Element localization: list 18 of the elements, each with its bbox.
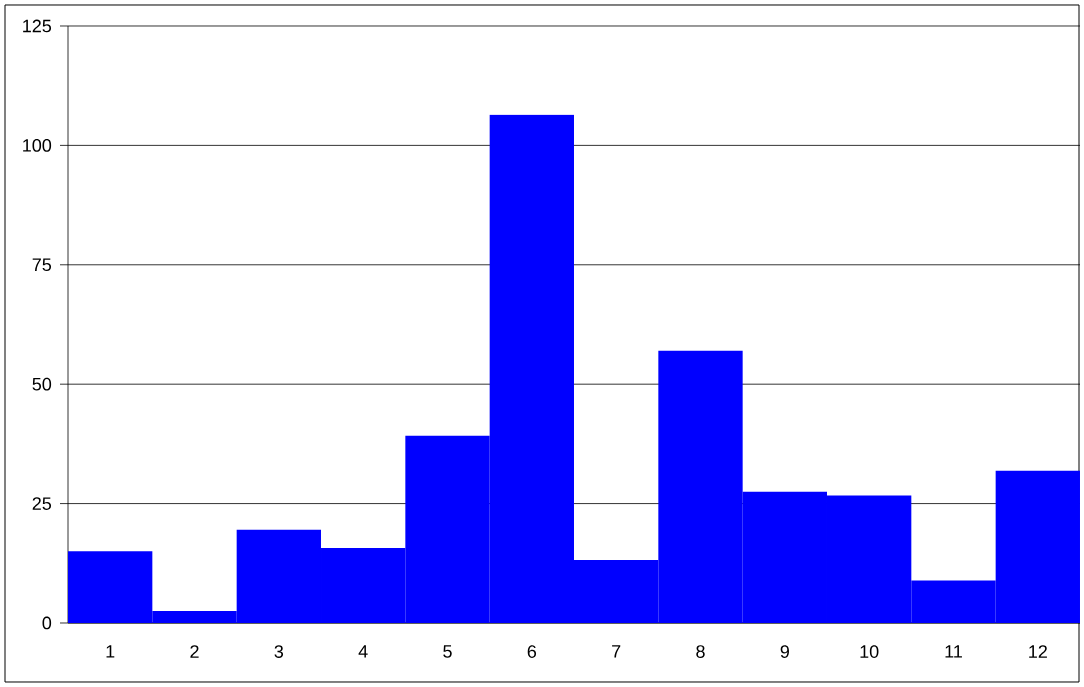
y-tick-label: 100 [23,139,52,152]
y-tick-label: 0 [42,616,52,630]
y-tick-label: 75 [32,258,52,272]
x-tick-label: 3 [274,645,284,658]
x-tick-label: 11 [945,645,962,658]
x-tick-label: 12 [1029,645,1047,658]
x-tick-label: 9 [780,645,789,658]
x-tick-label: 6 [527,645,537,658]
x-tick-label: 8 [696,645,705,658]
x-tick-label: 5 [443,645,452,658]
y-tick-label: 25 [32,497,52,510]
x-tick-label: 10 [860,645,879,658]
x-tick-label: 2 [190,645,199,658]
x-tick-label: 1 [106,645,115,658]
y-tick-label: 50 [32,377,52,391]
x-tick-label: 4 [358,645,368,658]
x-tick-label: 7 [612,645,621,658]
y-tick-label: 125 [23,19,52,33]
